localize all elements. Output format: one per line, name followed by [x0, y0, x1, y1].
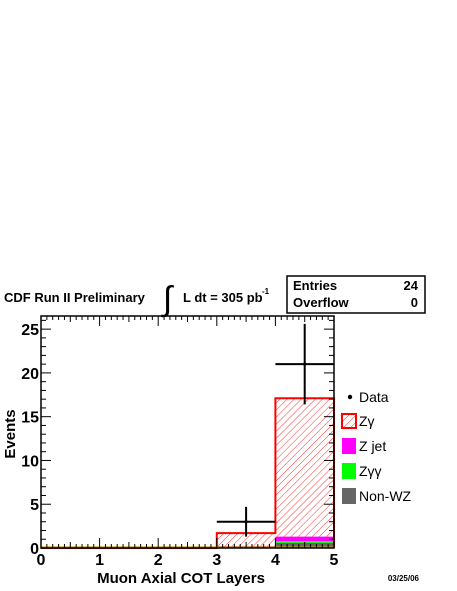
- x-tick-label: 3: [212, 552, 221, 569]
- luminosity-label: L dt = 305 pb: [183, 290, 263, 305]
- axis-tick-labels: 0 1 2 3 4 5 0 5 10 15 20 25: [21, 322, 338, 569]
- legend-swatch: [342, 463, 356, 479]
- x-tick-label: 5: [330, 552, 339, 569]
- y-axis-label: Events: [2, 409, 19, 458]
- bar-z-bin-4: [275, 540, 334, 543]
- data-marker: [244, 520, 248, 524]
- y-tick-label: 25: [21, 322, 39, 339]
- legend-swatch: [342, 488, 356, 504]
- legend-item-data: Data: [347, 389, 389, 405]
- x-tick-label: 0: [37, 552, 46, 569]
- x-axis-label: Muon Axial COT Layers: [97, 570, 265, 587]
- x-tick-label: 2: [154, 552, 163, 569]
- data-point-0: [216, 506, 276, 537]
- luminosity-exponent: -1: [262, 287, 270, 296]
- legend-data-marker: [347, 394, 353, 400]
- overflow-label: Overflow: [293, 295, 350, 310]
- legend: Data Zγ Z jet Zγγ Non-WZ: [341, 389, 412, 504]
- legend-swatch: [341, 413, 357, 429]
- y-tick-label: 5: [30, 497, 39, 514]
- x-tick-label: 1: [95, 552, 104, 569]
- y-tick-label: 0: [30, 541, 39, 558]
- y-tick-label: 20: [21, 366, 39, 383]
- y-tick-label: 15: [21, 410, 39, 427]
- experiment-label: CDF Run II Preliminary: [4, 290, 146, 305]
- legend-swatch: [342, 438, 356, 454]
- y-tick-label: 10: [21, 453, 39, 470]
- x-tick-label: 4: [271, 552, 280, 569]
- stats-box: [286, 275, 426, 314]
- legend-item-nonwz: Non-WZ: [342, 488, 412, 504]
- legend-item-zjet: Z jet: [342, 438, 386, 454]
- legend-label: Zγ: [359, 413, 375, 429]
- entries-label: Entries: [293, 278, 337, 293]
- legend-item-z: Zγγ: [342, 463, 382, 479]
- overflow-value: 0: [411, 295, 418, 310]
- legend-label: Zγγ: [359, 463, 382, 479]
- axis-ticks: [40, 316, 335, 549]
- data-marker: [303, 362, 307, 366]
- integral-symbol: ∫: [161, 280, 174, 318]
- bar-z-bin-3: [216, 533, 276, 547]
- date-stamp: 03/25/06: [388, 574, 420, 583]
- legend-label: Data: [359, 389, 389, 405]
- legend-item-z: Zγ: [341, 413, 375, 429]
- data-points: [216, 323, 334, 537]
- legend-label: Z jet: [359, 438, 386, 454]
- legend-label: Non-WZ: [359, 488, 412, 504]
- data-point-1: [275, 323, 334, 405]
- entries-value: 24: [404, 278, 419, 293]
- bar-z-bin-4: [275, 398, 334, 537]
- bar-zjet-bin-4: [275, 536, 334, 541]
